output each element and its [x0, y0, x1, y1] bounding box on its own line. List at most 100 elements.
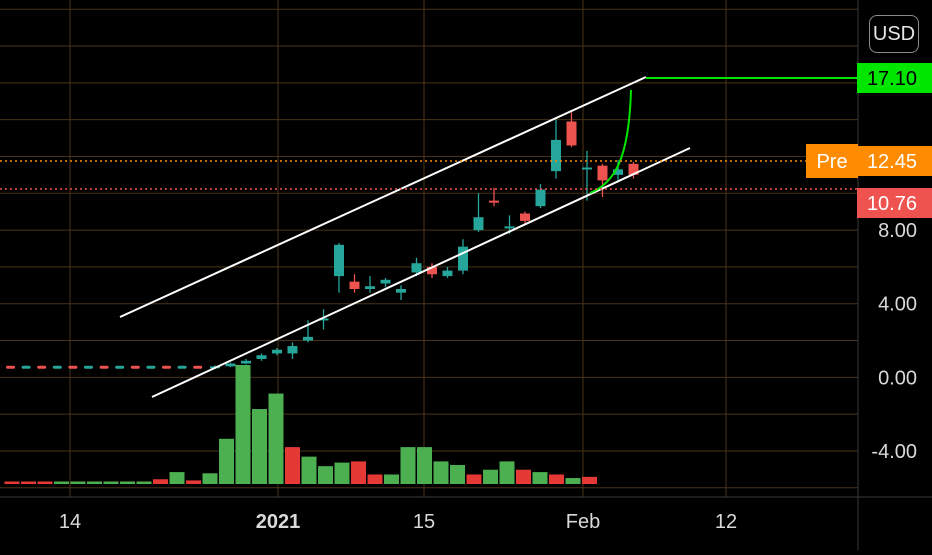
volume-bar	[235, 365, 251, 484]
volume-bar	[301, 456, 317, 484]
date-tick-label: 14	[59, 511, 81, 533]
volume-bar	[87, 481, 102, 484]
flat-price-dash	[68, 365, 78, 369]
candle-body	[411, 263, 422, 273]
flat-price-dash	[115, 365, 125, 369]
candle-body	[566, 121, 577, 146]
pre-tag-bg	[806, 144, 858, 178]
candle-body	[551, 139, 561, 172]
candle-body	[473, 217, 484, 231]
drawings[interactable]	[119, 76, 858, 398]
price-tick-label: 0.00	[878, 367, 917, 389]
volume-bar	[202, 473, 218, 484]
volume-bar	[516, 469, 531, 484]
flat-price-dash	[177, 365, 187, 369]
volume-bar	[70, 481, 86, 484]
candle-body	[349, 281, 360, 289]
volume-bar	[466, 474, 482, 484]
date-tick-label: 2021	[256, 511, 301, 533]
price-tick-label: -4.00	[871, 441, 917, 463]
volume-bar	[400, 447, 416, 484]
candle-body	[628, 163, 639, 175]
channel-upper-line[interactable]	[119, 76, 647, 318]
flat-price-dash	[146, 365, 156, 369]
flat-price-dash	[193, 365, 203, 369]
flat-price-dash	[162, 365, 171, 369]
volume-bar	[120, 481, 135, 484]
volume-bar	[318, 466, 333, 484]
candle-body	[504, 226, 515, 229]
candle-body	[241, 360, 251, 364]
price-tick-label: 4.00	[878, 294, 917, 316]
pre-market-price-label: 12.45	[867, 151, 917, 173]
date-tick-label: 15	[413, 511, 435, 533]
grid	[0, 0, 858, 497]
volume-bar	[367, 474, 383, 484]
candle-body	[303, 336, 313, 341]
volume-bar	[186, 480, 201, 484]
volume-bar	[136, 481, 152, 484]
flat-price-dash	[52, 365, 62, 369]
last-price-label-bg	[857, 188, 932, 218]
candle-body	[287, 346, 298, 354]
flat-price-dash	[99, 365, 109, 369]
candle-body	[318, 318, 329, 321]
volume-bar	[549, 474, 564, 484]
candle-body	[535, 189, 546, 207]
pre-market-price-label-bg	[857, 146, 932, 176]
channel-lower-line[interactable]	[151, 147, 691, 398]
candle-body	[489, 200, 499, 203]
date-tick-label: 12	[715, 511, 737, 533]
volume-bars	[4, 365, 597, 484]
flat-price-dash	[37, 365, 47, 369]
volume-bar	[565, 478, 581, 484]
pre-tag-label: Pre	[816, 151, 847, 173]
candle-body	[225, 363, 236, 367]
volume-bar	[450, 464, 465, 484]
projection-curve[interactable]	[589, 89, 632, 194]
candle-body	[256, 355, 267, 359]
target-price-label-bg	[857, 63, 932, 93]
date-tick-label: Feb	[566, 511, 600, 533]
candle-body	[396, 288, 406, 293]
candle-body	[458, 246, 468, 271]
candles	[210, 112, 639, 370]
candle-body	[597, 165, 608, 181]
volume-bar	[582, 476, 597, 484]
candle-body	[582, 167, 592, 170]
candle-body	[427, 266, 437, 275]
volume-bar	[483, 469, 498, 484]
candle-body	[613, 169, 623, 175]
target-price-label: 17.10	[867, 68, 917, 90]
flat-price-dash	[84, 365, 93, 369]
volume-bar	[433, 461, 449, 484]
volume-bar	[252, 409, 267, 484]
volume-bar	[4, 481, 20, 484]
volume-bar	[169, 472, 185, 484]
volume-bar	[417, 447, 432, 484]
volume-bar	[334, 462, 350, 484]
volume-bar	[351, 461, 366, 484]
currency-button[interactable]: USD	[869, 15, 919, 53]
candle-body	[520, 213, 530, 221]
last-price-label: 10.76	[867, 193, 917, 215]
volume-bar	[268, 393, 284, 484]
volume-bar	[103, 481, 119, 484]
price-labels: 17.10 12.45 10.76 Pre	[806, 63, 932, 218]
candle-body	[272, 349, 282, 354]
candle-body	[334, 244, 344, 277]
volume-bar	[54, 481, 69, 484]
flat-price-dashes	[6, 365, 203, 369]
volume-bar	[285, 447, 300, 484]
volume-bar	[499, 461, 515, 484]
volume-bar	[384, 474, 399, 484]
candle-body	[442, 270, 453, 277]
flat-price-dash	[6, 365, 15, 369]
volume-bar	[219, 438, 234, 484]
volume-bar	[21, 481, 36, 484]
volume-bar	[37, 481, 53, 484]
flat-price-dash	[130, 365, 140, 369]
volume-bar	[153, 479, 168, 484]
